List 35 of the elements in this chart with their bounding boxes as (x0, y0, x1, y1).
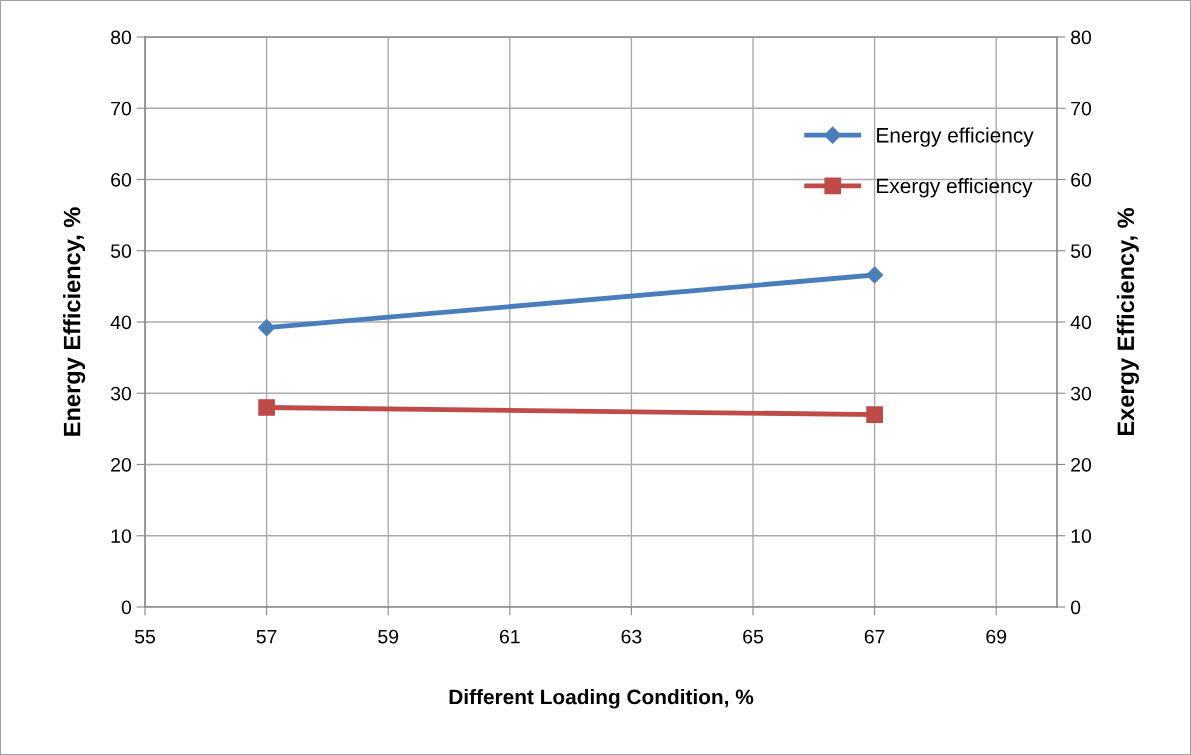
y2-tick-label: 50 (1070, 244, 1092, 258)
y2-tick-label: 40 (1070, 315, 1092, 330)
y2-tick-label: 0 (1070, 600, 1081, 615)
y2-tick-label: 80 (1071, 30, 1092, 45)
y-tick-label: 30 (110, 386, 132, 401)
point (258, 319, 276, 337)
y2-axis-title: Exergy Efficiency, % (1116, 208, 1139, 436)
legend-label: Energy efficiency (877, 127, 1034, 147)
y-tick-label: 40 (110, 315, 132, 330)
point (258, 399, 275, 416)
legend-label: Exergy efficiency (877, 178, 1033, 198)
y-tick-label: 60 (111, 172, 132, 187)
point (866, 406, 883, 423)
y-tick-label: 70 (111, 101, 132, 116)
y2-tick-label: 10 (1071, 529, 1092, 543)
point (866, 266, 884, 284)
x-tick-label: 61 (499, 629, 520, 644)
y2-tick-label: 70 (1071, 101, 1092, 116)
x-tick-label: 63 (621, 629, 642, 644)
y-axis-title: Energy Efficiency, % (63, 207, 86, 436)
y-tick-label: 80 (111, 30, 132, 45)
y2-tick-label: 60 (1071, 172, 1092, 187)
x-axis-title: Different Loading Condition, % (449, 689, 754, 709)
y-tick-label: 10 (111, 529, 132, 543)
x-tick-label: 65 (743, 629, 763, 644)
y-tick-label: 50 (110, 244, 132, 258)
y2-tick-label: 20 (1071, 457, 1092, 472)
x-tick-label: 69 (986, 629, 1007, 644)
y2-tick-label: 30 (1070, 386, 1092, 401)
x-tick-label: 59 (378, 629, 399, 644)
y-tick-label: 20 (111, 457, 132, 472)
x-tick-label: 55 (134, 629, 155, 644)
x-tick-label: 67 (864, 629, 885, 644)
y-tick-label: 0 (121, 600, 132, 615)
x-tick-label: 57 (256, 629, 277, 644)
